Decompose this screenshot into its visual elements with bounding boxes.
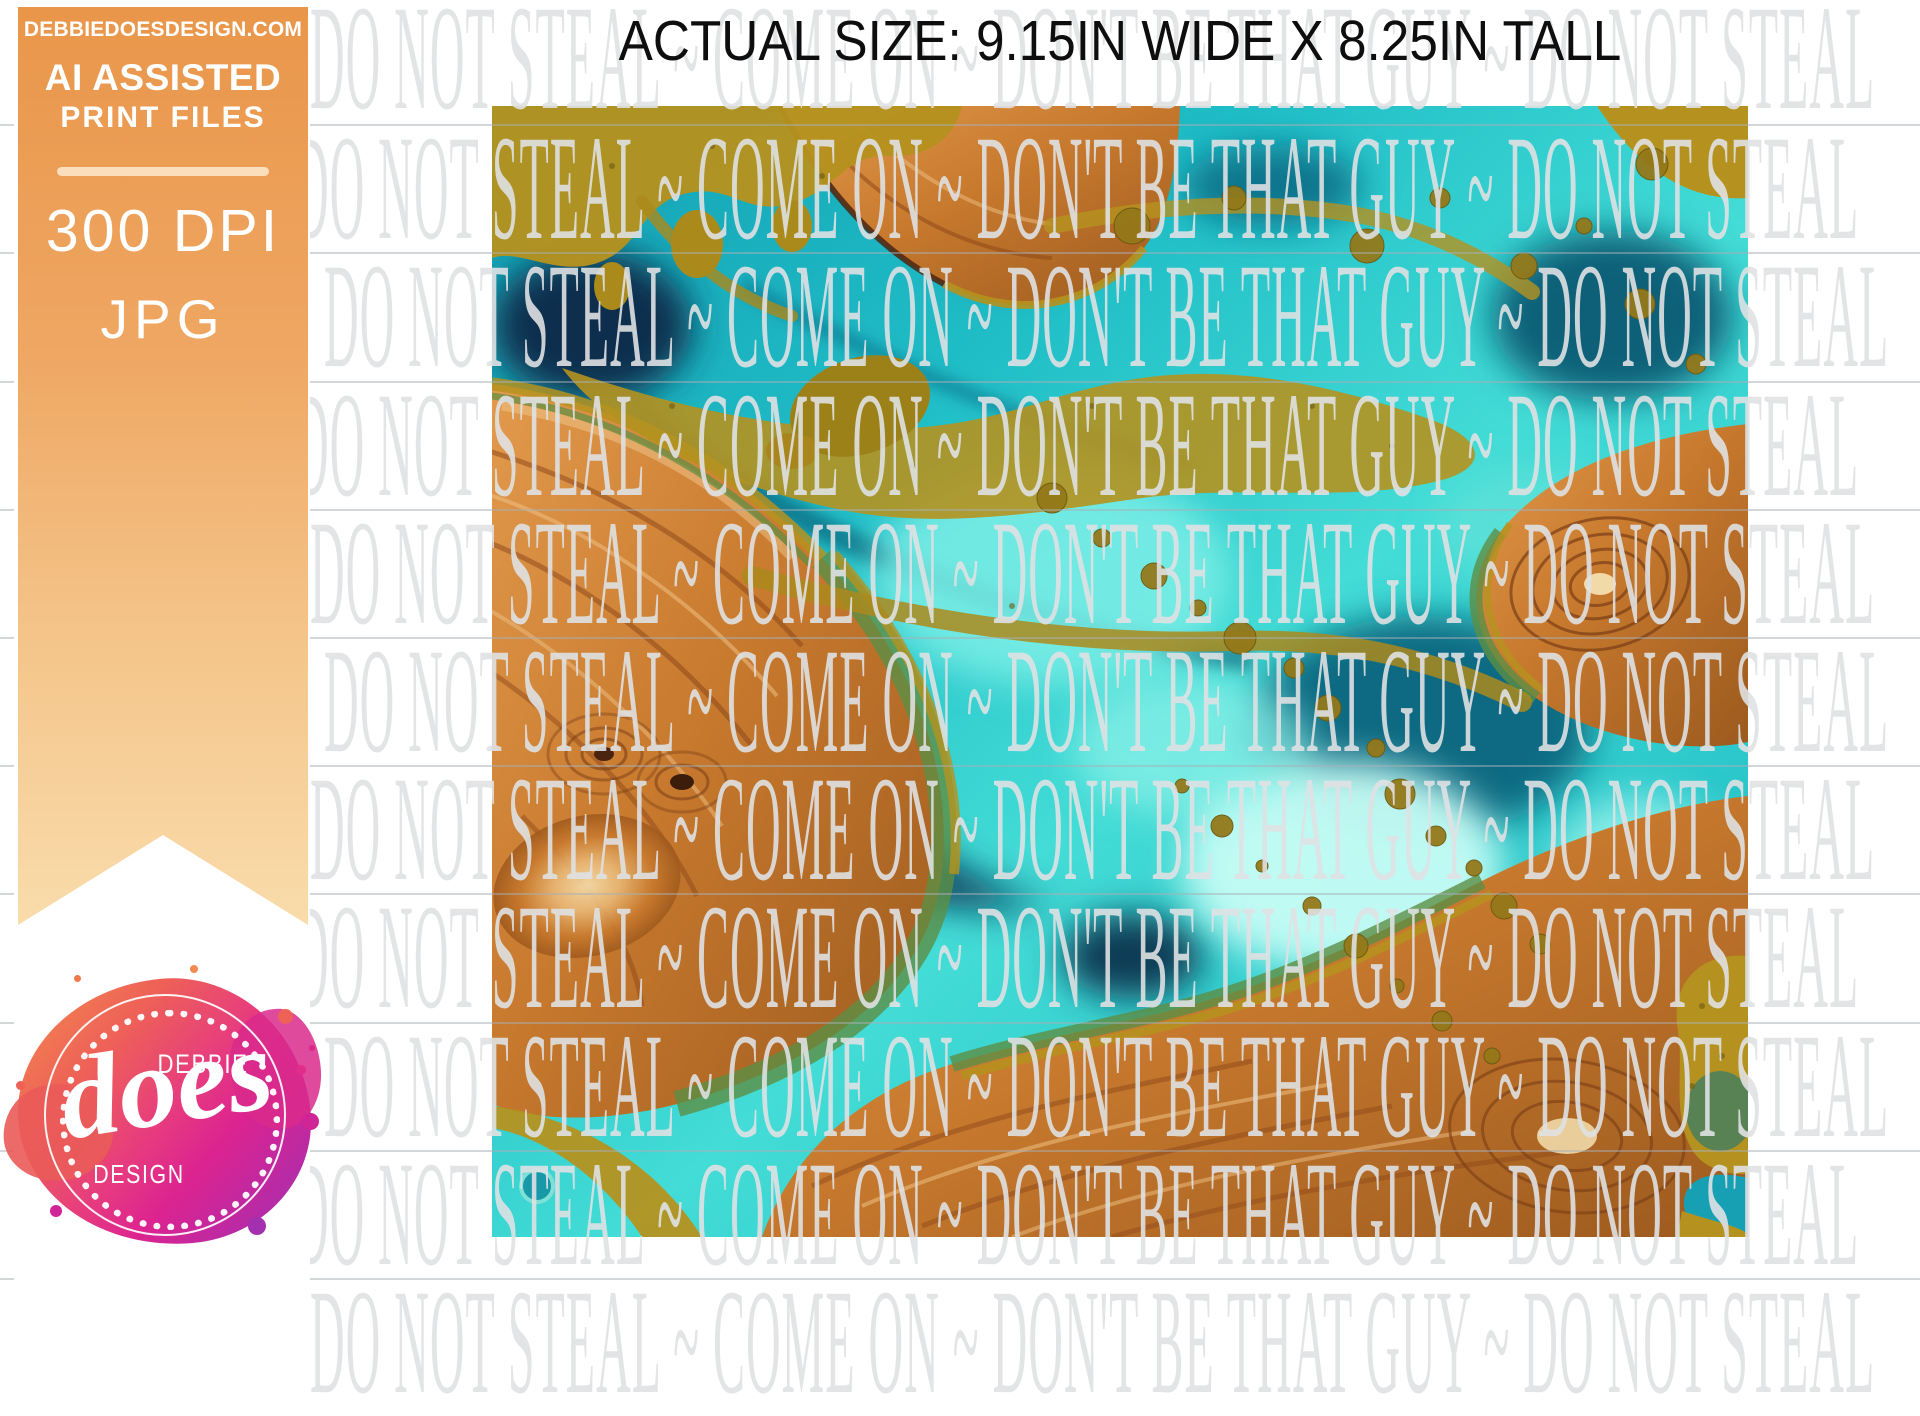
website-url: DEBBIEDOESDESIGN.COM [23, 18, 303, 41]
spec-format: JPG [100, 288, 226, 350]
logo-word-design: DESIGN [93, 1159, 185, 1189]
bottom-left-corner [492, 1106, 702, 1237]
paint-splatter-dot [50, 1205, 62, 1217]
brand-logo: DEBBIE does DESIGN [6, 953, 322, 1279]
spec-resolution: 300 DPI [45, 198, 281, 264]
paint-splatter-dot [296, 1065, 306, 1075]
logo-outer-ring [44, 994, 286, 1236]
paint-splatter-dot [74, 975, 81, 982]
product-preview-canvas: { "page": { "background_color": "#ffffff… [0, 0, 1920, 1281]
banner-divider [57, 167, 269, 176]
resin-wood-artwork [492, 106, 1748, 1237]
logo-word-debbie: DEBBIE [157, 1049, 249, 1079]
watermark-row: DO NOT STEAL ~ COME ON ~ DON'T BE THAT G… [0, 1277, 1920, 1407]
paint-splatter-dot [190, 965, 198, 973]
sidebar-banner: DEBBIEDOESDESIGN.COM AI ASSISTED PRINT F… [18, 7, 308, 925]
watermark-text: DO NOT STEAL ~ COME ON ~ DON'T BE THAT G… [310, 1277, 1876, 1407]
logo-dotted-ring [60, 1010, 280, 1230]
paint-splatter-dot [309, 1045, 315, 1051]
gold-glitter [492, 106, 1748, 1089]
paint-splatter-dot [248, 1217, 266, 1235]
paint-splatter-dot [278, 1009, 293, 1024]
wood-left-slab [492, 377, 961, 1118]
product-type-line2: PRINT FILES [60, 101, 266, 134]
artwork-image [492, 106, 1748, 1237]
right-edge-gold-strip [1676, 955, 1748, 1237]
product-type-line1: AI ASSISTED [44, 57, 282, 98]
actual-size-label: ACTUAL SIZE: 9.15IN WIDE X 8.25IN TALL [618, 9, 1622, 73]
wood-right-knot [1469, 424, 1748, 747]
paint-splatter-dot [282, 1171, 291, 1180]
paint-splatter-dot [302, 1113, 319, 1130]
paint-splatter-dot [16, 1081, 25, 1090]
